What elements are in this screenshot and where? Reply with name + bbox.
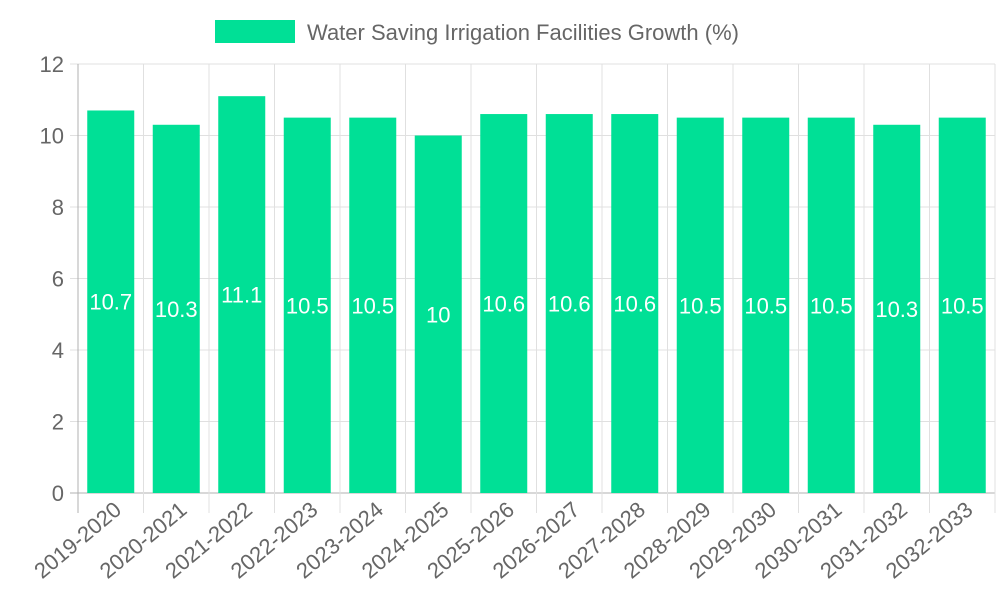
bar bbox=[742, 117, 790, 493]
y-tick-label: 8 bbox=[52, 195, 64, 220]
bar-value-label: 10.5 bbox=[286, 293, 329, 318]
bar-value-label: 11.1 bbox=[221, 283, 262, 308]
y-tick-label: 6 bbox=[52, 267, 64, 292]
bar-value-label: 10.5 bbox=[810, 293, 853, 318]
bar-value-label: 10.5 bbox=[351, 293, 394, 318]
y-tick-label: 2 bbox=[52, 410, 64, 435]
bar-value-label: 10.5 bbox=[679, 293, 722, 318]
bar-value-label: 10.3 bbox=[155, 297, 198, 322]
bar bbox=[545, 114, 593, 494]
bar-value-label: 10.6 bbox=[548, 292, 591, 317]
bar-value-label: 10.7 bbox=[89, 290, 132, 315]
legend-swatch bbox=[215, 20, 295, 43]
bar bbox=[807, 117, 855, 493]
bar bbox=[349, 117, 397, 493]
bar bbox=[152, 124, 200, 494]
bar bbox=[873, 124, 921, 494]
y-tick-label: 10 bbox=[40, 124, 64, 149]
legend-label: Water Saving Irrigation Facilities Growt… bbox=[307, 20, 739, 45]
bar bbox=[938, 117, 986, 493]
bar bbox=[414, 135, 462, 493]
bar-value-label: 10.5 bbox=[744, 293, 787, 318]
bar bbox=[87, 110, 135, 493]
bar bbox=[676, 117, 724, 493]
legend[interactable]: Water Saving Irrigation Facilities Growt… bbox=[215, 20, 739, 45]
bar bbox=[611, 114, 659, 494]
bar-value-label: 10.6 bbox=[482, 292, 525, 317]
y-tick-label: 12 bbox=[40, 52, 64, 77]
y-tick-label: 4 bbox=[52, 338, 64, 363]
bars: 10.7 10.3 11.1 10.5 10.5 10 10.6 10.6 10.6 10.5 10… bbox=[87, 96, 986, 494]
y-tick-label: 0 bbox=[52, 481, 64, 506]
bar-value-label: 10.3 bbox=[875, 297, 918, 322]
bar-value-label: 10 bbox=[426, 302, 450, 327]
bar bbox=[480, 114, 528, 494]
bar bbox=[218, 96, 266, 494]
bar-value-label: 10.6 bbox=[613, 292, 656, 317]
bar bbox=[283, 117, 331, 493]
grid bbox=[70, 63, 996, 513]
bar-value-label: 10.5 bbox=[941, 293, 984, 318]
